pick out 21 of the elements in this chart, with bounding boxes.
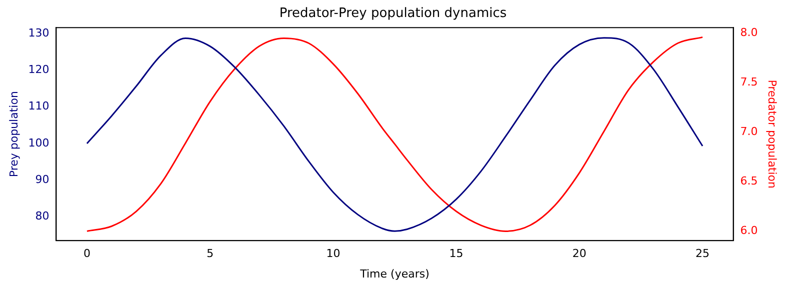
y2-axis-title: Predator population (766, 80, 779, 189)
y2-tick-label: 6.0 (740, 224, 758, 238)
y-tick-label: 90 (35, 172, 50, 186)
y-axis-title: Prey population (7, 91, 20, 178)
x-tick-label: 0 (83, 247, 90, 260)
x-axis-title: Time (years) (359, 267, 430, 280)
x-tick-label: 10 (326, 247, 340, 260)
x-tick-label: 20 (572, 247, 586, 260)
y-tick-label: 120 (28, 62, 50, 76)
y-tick-label: 100 (28, 136, 50, 150)
y2-tick-label: 8.0 (740, 26, 758, 40)
x-tick-label: 5 (206, 247, 214, 260)
y-tick-label: 80 (35, 210, 50, 223)
x-tick-label: 25 (696, 247, 710, 260)
x-tick-label: 15 (449, 247, 464, 260)
y2-tick-label: 6.5 (740, 174, 758, 188)
y2-tick-label: 7.5 (740, 76, 758, 89)
chart-title: Predator-Prey population dynamics (279, 6, 507, 22)
y-tick-label: 130 (28, 26, 50, 40)
y2-tick-label: 7.0 (740, 125, 758, 138)
y-tick-label: 110 (28, 100, 50, 113)
